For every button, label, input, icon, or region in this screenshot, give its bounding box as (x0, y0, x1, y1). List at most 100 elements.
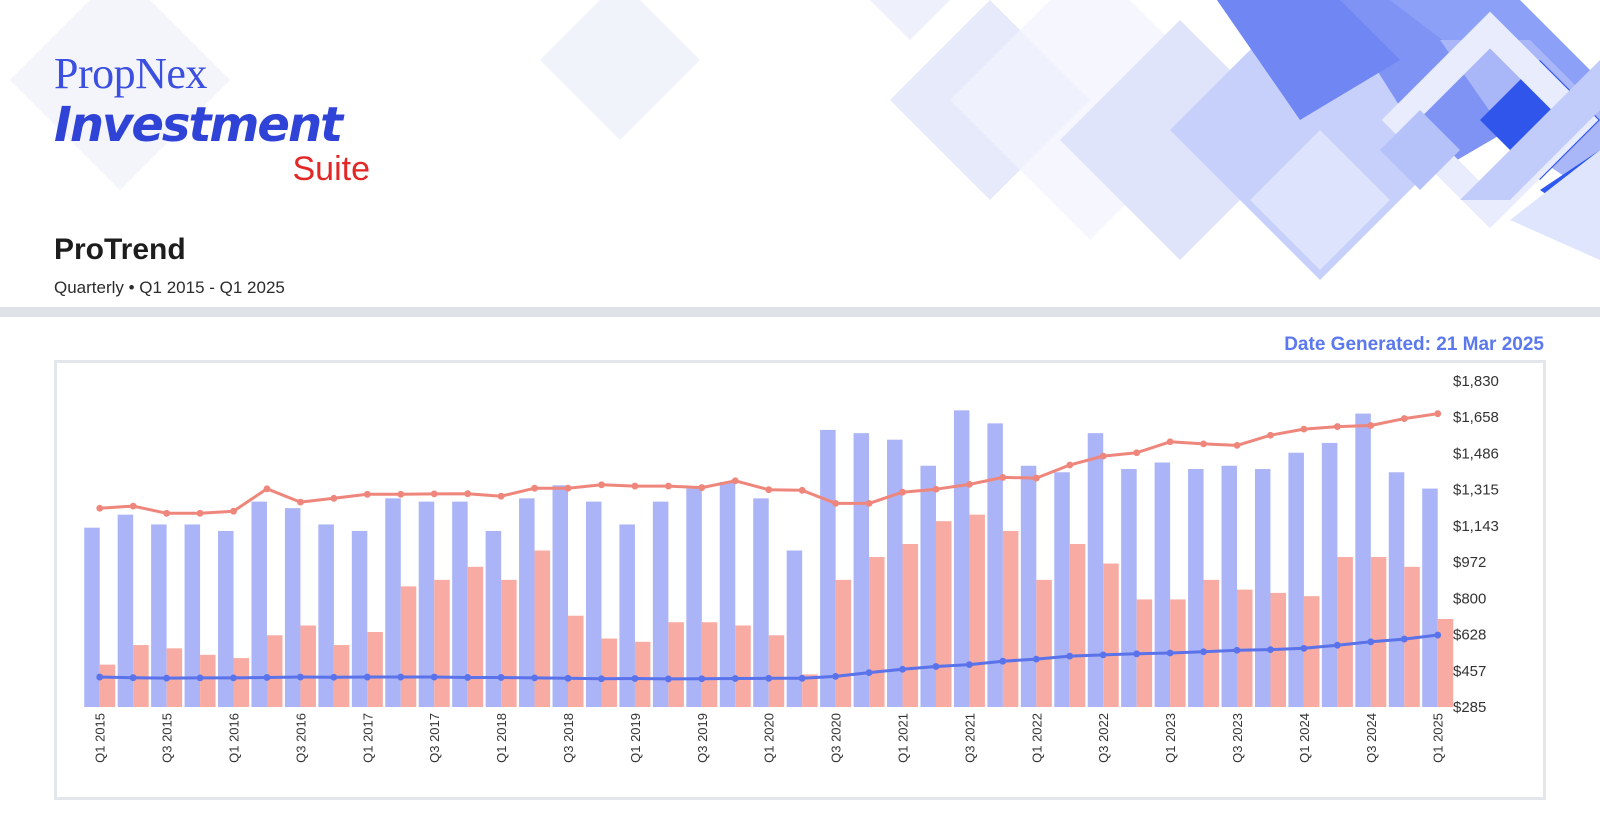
line-series1-point (397, 490, 405, 498)
line-series2-point (1032, 655, 1040, 663)
x-axis-tick-label: Q3 2016 (293, 713, 308, 763)
bar-series2 (1370, 557, 1387, 707)
line-series1-point (263, 485, 271, 493)
line-series2-point (631, 675, 639, 682)
line-series2-point (832, 673, 840, 680)
bar-series1 (585, 501, 602, 707)
line-series1-point (1400, 415, 1408, 422)
bar-series2 (1437, 618, 1454, 707)
line-series1-point (798, 486, 806, 494)
line-series2-point (999, 657, 1007, 665)
line-series1-point (1166, 438, 1174, 446)
bar-series1 (987, 423, 1003, 707)
protrend-chart: $285 $457 $628 $800 $972 $1,143 $1,315 $1,486 $1… (84, 373, 1499, 763)
x-axis-tick-label: Q3 2018 (561, 713, 576, 763)
x-axis-tick-label: Q3 2021 (962, 713, 977, 763)
line-series2-point (1200, 648, 1207, 656)
line-series1-point (832, 499, 840, 507)
line-series2-point (163, 674, 171, 682)
bar-series2 (367, 632, 383, 707)
bar-series2 (1036, 579, 1052, 707)
page-title: ProTrend (54, 233, 186, 266)
x-axis-tick-label: Q3 2020 (829, 713, 844, 763)
line-series1-point (196, 509, 204, 517)
line-series1-point (129, 502, 137, 510)
line-series2-point (531, 674, 538, 682)
logo-investment-text: Investment (54, 97, 343, 153)
bar-series1 (887, 439, 903, 707)
line-series2-point (363, 673, 371, 681)
logo-suite-text: Suite (292, 150, 371, 188)
line-series1-point (999, 474, 1007, 481)
bar-series2 (200, 654, 216, 707)
y-axis-tick-label: $1,658 (1453, 409, 1499, 426)
line-series1-point (932, 485, 940, 493)
bar-series2 (1203, 579, 1220, 707)
line-series2-point (1367, 638, 1375, 646)
line-series1-point (1233, 441, 1241, 449)
bar-series1 (1054, 472, 1070, 707)
line-series2-point (731, 675, 739, 682)
bar-series1 (1388, 472, 1405, 707)
y-axis-tick-label: $1,830 (1453, 373, 1499, 390)
bar-series2 (501, 579, 517, 707)
bar-series2 (1002, 530, 1019, 707)
bar-series2 (300, 625, 316, 707)
line-series2-point (297, 673, 304, 681)
bar-series1 (151, 524, 167, 707)
bar-series1 (184, 524, 201, 707)
line-series1-point (1333, 423, 1341, 430)
x-axis-tick-label: Q3 2022 (1096, 713, 1111, 763)
x-axis-tick-label: Q1 2016 (227, 713, 242, 763)
x-axis-tick-label: Q1 2023 (1163, 713, 1178, 763)
line-series1-point (664, 482, 672, 490)
bar-series1 (552, 485, 569, 707)
line-series2-point (1166, 649, 1174, 657)
line-series2-point (1400, 635, 1408, 643)
bar-series2 (1303, 596, 1320, 707)
bar-series1 (1254, 469, 1271, 707)
bar-series1 (1288, 452, 1304, 707)
line-series2-point (263, 674, 271, 681)
line-series1-point (1434, 410, 1442, 418)
x-axis-tick-label: Q1 2015 (93, 713, 108, 763)
bar-series1 (652, 501, 669, 707)
bar-series2 (935, 521, 952, 707)
bar-series1 (1422, 488, 1438, 707)
bar-series1 (619, 524, 635, 707)
bar-series1 (1154, 462, 1171, 707)
x-axis-tick-label: Q1 2018 (494, 713, 509, 763)
x-axis-tick-label: Q3 2017 (427, 713, 442, 763)
propnex-investment-suite-logo: PropNex Investment Suite (54, 50, 371, 189)
bar-series1 (1355, 413, 1371, 707)
bar-series2 (266, 635, 283, 707)
bar-series1 (452, 501, 468, 707)
chart-container: $285 $457 $628 $800 $972 $1,143 $1,315 $1,486 $1… (54, 360, 1546, 800)
line-series2-point (798, 674, 806, 682)
line-series1-point (598, 481, 605, 489)
x-axis-tick-label: Q3 2015 (160, 713, 175, 763)
bar-series1 (853, 433, 870, 707)
bar-series2 (233, 658, 250, 707)
line-series2-point (932, 663, 940, 670)
line-series1-point (430, 490, 438, 498)
bar-series2 (802, 674, 818, 707)
bar-series1 (218, 530, 234, 707)
bar-series1 (485, 530, 502, 707)
header-divider (0, 307, 1600, 317)
line-series1-point (564, 484, 572, 492)
bar-series1 (1321, 442, 1338, 707)
line-series1-point (497, 492, 505, 500)
bar-series2 (133, 645, 149, 707)
y-axis-tick-label: $1,486 (1453, 445, 1499, 462)
bar-series1 (1188, 469, 1204, 707)
bar-series2 (969, 514, 985, 707)
bar-series1 (117, 514, 134, 707)
bar-series1 (1087, 433, 1104, 707)
line-series2-point (430, 673, 438, 681)
line-series2-point (497, 674, 505, 681)
line-series2-point (397, 673, 405, 681)
line-series2-point (1133, 650, 1141, 658)
y-axis-tick-label: $628 (1453, 627, 1486, 644)
line-series1-point (1032, 474, 1040, 482)
